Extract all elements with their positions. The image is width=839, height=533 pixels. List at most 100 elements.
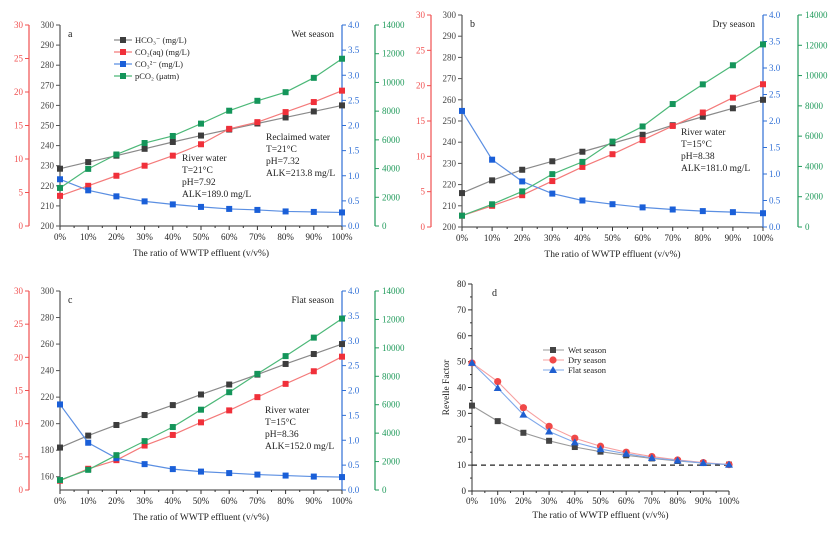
data-point-pco2 <box>57 184 63 191</box>
data-point-pco2 <box>198 406 204 413</box>
co3-tick-label: 0.0 <box>348 485 360 495</box>
panel-title: Dry season <box>713 20 756 30</box>
data-point-co3 <box>639 204 646 211</box>
annotation-line: T=15°C <box>681 139 712 150</box>
pco2-tick-label: 14000 <box>382 20 405 30</box>
x-tick-label: 70% <box>664 233 681 243</box>
panel-c: 0% 10% 20% 30% 40% 50% 60% 70% 80% 90% 100% The rat… <box>14 286 405 523</box>
co2aq-tick-label: 20 <box>14 352 24 362</box>
co3-tick-label: 1.5 <box>769 143 781 153</box>
pco2-tick-label: 8000 <box>805 101 824 111</box>
data-point <box>545 422 553 430</box>
annotation-line: Reclaimed water <box>266 133 331 143</box>
x-tick-label: 10% <box>80 232 97 242</box>
hco3-tick-label: 250 <box>41 121 55 131</box>
data-point-pco2 <box>141 438 148 445</box>
x-tick-label: 90% <box>306 232 323 242</box>
hco3-tick-label: 200 <box>41 221 55 231</box>
data-point-pco2 <box>254 97 261 104</box>
data-point-hco3 <box>699 113 706 120</box>
co3-tick-label: 2.0 <box>769 116 781 126</box>
co3-tick-label: 3.0 <box>348 70 360 80</box>
data-point-co3 <box>198 203 204 210</box>
co3-tick-label: 0.5 <box>769 196 781 206</box>
hco3-tick-label: 210 <box>443 201 457 211</box>
data-point-hco3 <box>57 165 63 172</box>
data-point <box>493 384 502 392</box>
data-point-hco3 <box>760 96 766 103</box>
co2aq-tick-label: 5 <box>19 188 24 198</box>
hco3-tick-label: 200 <box>443 222 457 232</box>
pco2-tick-label: 0 <box>382 485 387 495</box>
data-point-pco2 <box>226 389 233 396</box>
y-tick-label: 20 <box>457 434 467 444</box>
co2aq-tick-label: 25 <box>14 319 24 329</box>
data-point-hco3 <box>282 114 289 121</box>
panel-b: 0% 10% 20% 30% 40% 50% 60% 70% 80% 90% 100% The rat… <box>416 10 828 260</box>
x-tick-label: 60% <box>221 232 238 242</box>
data-point-pco2 <box>169 424 176 431</box>
y-tick-label: 80 <box>457 279 467 289</box>
data-point-hco3 <box>198 391 204 398</box>
data-point-co3 <box>254 471 261 478</box>
hco3-tick-label: 250 <box>443 116 457 126</box>
pco2-tick-label: 12000 <box>382 49 405 59</box>
data-point-co2aq <box>57 192 63 199</box>
co2aq-tick-label: 0 <box>421 222 426 232</box>
data-point <box>469 402 475 409</box>
annotation-line: pH=7.32 <box>266 157 300 167</box>
series-line-co2aq <box>461 83 764 217</box>
data-point-pco2 <box>198 120 204 127</box>
hco3-tick-label: 300 <box>443 10 457 20</box>
co3-tick-label: 4.0 <box>348 286 360 296</box>
co3-tick-label: 0.0 <box>769 222 781 232</box>
co3-tick-label: 2.5 <box>348 361 360 371</box>
legend-marker <box>549 366 557 373</box>
co2aq-tick-label: 10 <box>14 154 24 164</box>
co2aq-tick-label: 10 <box>14 419 24 429</box>
co2aq-tick-label: 25 <box>14 54 24 64</box>
pco2-tick-label: 2000 <box>382 192 401 202</box>
data-point-pco2 <box>113 452 120 459</box>
pco2-tick-label: 10000 <box>382 77 405 87</box>
x-tick-label: 80% <box>695 233 712 243</box>
data-point <box>571 434 579 442</box>
hco3-tick-label: 270 <box>443 74 457 84</box>
series-line-pco2 <box>59 318 343 481</box>
hco3-tick-label: 230 <box>443 158 457 168</box>
x-tick-label: 20% <box>108 496 125 506</box>
x-tick-label: 10% <box>484 233 501 243</box>
x-tick-label: 20% <box>514 233 531 243</box>
co3-tick-label: 1.5 <box>348 146 360 156</box>
legend-label: Wet season <box>568 345 607 355</box>
data-point <box>622 449 631 457</box>
x-axis-title: The ratio of WWTP effluent (v/v%) <box>532 510 668 521</box>
data-point-hco3 <box>141 412 148 419</box>
x-tick-label: 90% <box>725 233 742 243</box>
y-tick-label: 10 <box>457 460 467 470</box>
data-point-co2aq <box>579 163 586 170</box>
pco2-tick-label: 6000 <box>805 131 824 141</box>
data-point-co2aq <box>310 99 317 106</box>
data-point-co3 <box>459 107 465 114</box>
x-tick-label: 30% <box>544 233 561 243</box>
y-tick-label: 0 <box>462 486 467 496</box>
hco3-tick-label: 260 <box>443 95 457 105</box>
data-point-co3 <box>254 206 261 213</box>
annotation-line: ALK=152.0 mg/L <box>265 442 334 452</box>
x-tick-label: 20% <box>515 496 532 506</box>
data-point-co3 <box>57 401 63 408</box>
pco2-tick-label: 2000 <box>382 457 401 467</box>
data-point-co2aq <box>549 178 556 185</box>
data-point-co3 <box>339 209 345 216</box>
annotation-line: ALK=181.0 mg/L <box>681 164 750 174</box>
data-point-co3 <box>489 156 496 163</box>
hco3-tick-label: 290 <box>443 31 457 41</box>
data-point-pco2 <box>519 188 526 195</box>
pco2-tick-label: 6000 <box>382 400 401 410</box>
data-point-co2aq <box>169 431 176 438</box>
co3-tick-label: 0.0 <box>348 221 360 231</box>
hco3-tick-label: 280 <box>41 60 55 70</box>
data-point-pco2 <box>141 140 148 147</box>
x-tick-label: 30% <box>136 232 153 242</box>
